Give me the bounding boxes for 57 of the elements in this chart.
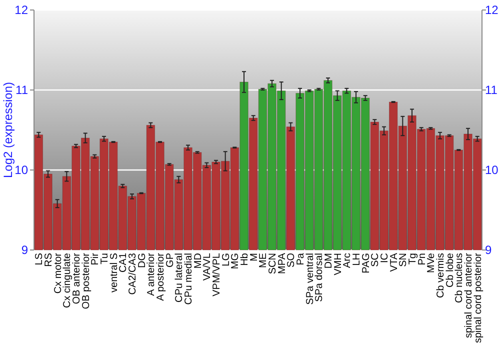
- x-tick-label: VMH: [332, 253, 344, 276]
- x-tick-label: A posterior: [156, 252, 166, 301]
- x-tick-label: SPa dorsal: [314, 253, 326, 302]
- y2-tick-label: 12: [485, 3, 499, 18]
- x-tick-label: SC: [370, 253, 382, 267]
- x-tick-label: MG: [230, 252, 242, 270]
- x-tick-label: Pn: [416, 253, 428, 266]
- x-tick-label: RS: [44, 252, 54, 267]
- x-tick-label: Tu: [100, 253, 110, 264]
- y-tick-label: 10: [14, 163, 28, 178]
- x-tick-label: SCN: [268, 253, 278, 274]
- x-tick-label: VTA: [388, 252, 400, 272]
- y-tick-label: 12: [14, 3, 28, 18]
- x-tick-label: Cx cingulate: [62, 252, 74, 308]
- x-tick-label: GP: [164, 252, 176, 268]
- x-tick-label: Arc: [342, 253, 354, 268]
- x-tick-label: Cb lobe: [444, 252, 456, 288]
- x-tick-label: SN: [398, 253, 410, 267]
- x-tick-label: Tg: [408, 253, 418, 265]
- x-tick-label: ME: [258, 252, 270, 268]
- x-tick-label: CA2/CA3: [128, 252, 138, 295]
- x-tick-label: Cb vermis: [436, 253, 446, 298]
- x-tick-label: CA1: [118, 252, 130, 272]
- x-tick-label: LS: [34, 252, 46, 266]
- x-tick-label: IC: [380, 253, 390, 263]
- y2-tick-label: 10: [485, 163, 499, 178]
- y2-tick-label: 11: [485, 83, 498, 98]
- x-tick-label: M: [248, 253, 260, 262]
- x-tick-label: ventral S: [108, 252, 120, 292]
- x-tick-label: PAG: [360, 252, 372, 274]
- x-tick-label: SPa ventral: [304, 253, 316, 305]
- x-tick-label: Cx motor: [52, 252, 64, 294]
- x-tick-label: MD: [192, 253, 204, 269]
- y2-tick-label: 9: [485, 243, 492, 258]
- x-tick-label: OB anterior: [72, 252, 82, 304]
- y-tick-label: 11: [16, 83, 28, 98]
- x-tick-label: SO: [286, 252, 298, 268]
- x-tick-label: Pa: [296, 252, 306, 266]
- y-tick-label: 9: [21, 243, 28, 258]
- x-tick-label: A anterior: [146, 252, 158, 296]
- x-tick-label: CPu medial: [184, 253, 194, 305]
- x-tick-label: MPA: [276, 252, 288, 274]
- x-tick-label: LH: [352, 253, 362, 266]
- y-axis-title: Log2 (expression): [1, 82, 15, 178]
- x-tick-label: VPM/VPL: [212, 252, 222, 296]
- x-tick-label: Pir: [90, 252, 102, 266]
- x-tick-label: LG: [220, 252, 232, 266]
- x-tick-label: MVe: [426, 252, 438, 274]
- x-tick-label: Cb nucleus: [454, 253, 466, 304]
- x-tick-label: CPu lateral: [174, 253, 186, 302]
- x-tick-label: Hb: [240, 252, 250, 266]
- x-tick-label: spinal cord anterior: [464, 252, 474, 338]
- x-tick-label: VA/VL: [202, 252, 214, 281]
- x-tick-label: spinal cord posterior: [472, 252, 484, 344]
- x-tick-label: DG: [136, 252, 148, 268]
- x-tick-label: OB posterior: [80, 252, 92, 310]
- x-tick-label: DM: [324, 253, 334, 269]
